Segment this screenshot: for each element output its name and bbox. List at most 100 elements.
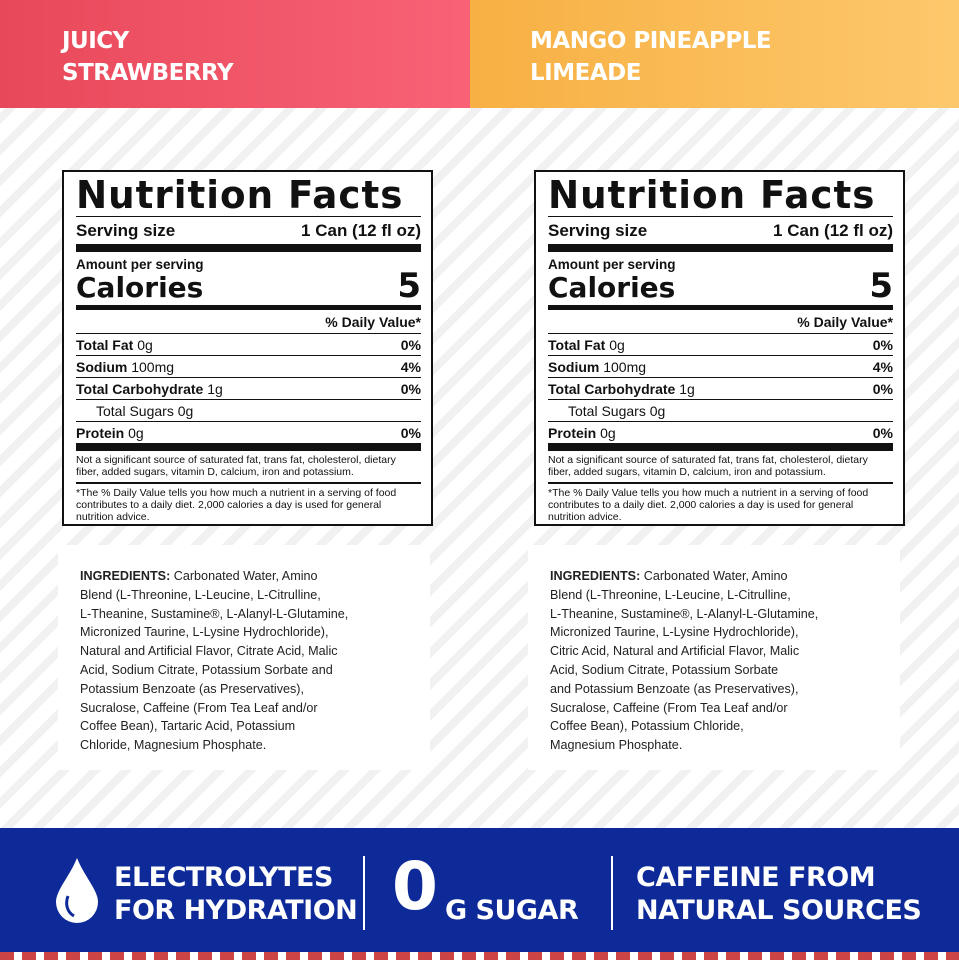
ingredients-panel: INGREDIENTS: Carbonated Water, Amino Blen…	[528, 545, 900, 770]
electrolytes-line1: ELECTROLYTES	[114, 862, 333, 893]
nutrient-dv: 4%	[872, 359, 893, 375]
nutrient-dv: 4%	[400, 359, 421, 375]
serving-size-row: Serving size 1 Can (12 fl oz)	[548, 217, 893, 244]
caffeine-line1: CAFFEINE FROM	[636, 862, 876, 893]
nutrient-dv: 0%	[872, 425, 893, 441]
flavor-header: JUICY STRAWBERRY	[0, 0, 480, 108]
ingredient-line: Magnesium Phosphate.	[550, 736, 878, 755]
nutrient-dv: 0%	[872, 381, 893, 397]
ingredient-line: Acid, Sodium Citrate, Potassium Sorbate …	[80, 661, 408, 680]
nutrient-dv: 0%	[872, 337, 893, 353]
ingredient-text: Natural and Artificial Flavor, Citrate A…	[80, 644, 338, 659]
ingredient-line: Sucralose, Caffeine (From Tea Leaf and/o…	[80, 699, 408, 718]
ingredient-text: Coffee Bean), Potassium Chloride,	[550, 719, 744, 734]
daily-value-footnote: *The % Daily Value tells you how much a …	[76, 487, 397, 523]
nutrient-amount: 100mg	[131, 359, 175, 375]
nutrient-name: Total Fat	[548, 337, 606, 353]
nutrient-row: Total Sugars 0g	[548, 399, 893, 421]
amount-per-serving: Amount per serving	[548, 257, 676, 272]
ingredient-text: Acid, Sodium Citrate, Potassium Sorbate	[550, 662, 779, 677]
calories-label: Calories	[548, 271, 676, 304]
ingredient-text: L-Theanine, Sustamine®, L-Alanyl-L-Gluta…	[550, 606, 819, 621]
serving-label: Serving size	[548, 221, 648, 240]
nutrient-name: Total Sugars	[568, 403, 646, 419]
nutrient-row: Total Sugars 0g	[76, 399, 421, 421]
ingredient-text: Blend (L-Threonine, L-Leucine, L-Citrull…	[80, 587, 321, 602]
nutrient-row: Protein 0g 0%	[76, 421, 421, 443]
ingredients-panel: INGREDIENTS: Carbonated Water, Amino Blen…	[58, 545, 430, 770]
ingredient-text: and Potassium Benzoate (as Preservatives…	[550, 681, 799, 696]
nutrient-amount: 100mg	[603, 359, 647, 375]
flavor-header: MANGO PINEAPPLE LIMEADE	[470, 0, 959, 108]
bottom-stripe	[0, 952, 959, 960]
features-band: ELECTROLYTES FOR HYDRATION 0 G SUGAR CAF…	[0, 828, 959, 952]
ingredient-line: Micronized Taurine, L-Lysine Hydrochlori…	[550, 623, 878, 642]
sugar-text: G SUGAR	[445, 895, 579, 926]
nutrition-note: Not a significant source of saturated fa…	[548, 454, 868, 478]
ingredient-text: Micronized Taurine, L-Lysine Hydrochlori…	[80, 625, 329, 640]
nutrient-amount: 0g	[609, 337, 625, 353]
nutrient-name: Protein	[76, 425, 125, 441]
nutrient-name: Total Sugars	[96, 403, 174, 419]
serving-size-row: Serving size 1 Can (12 fl oz)	[76, 217, 421, 244]
nutrient-row: Sodium 100mg 4%	[548, 355, 893, 377]
ingredient-text: Magnesium Phosphate.	[550, 738, 683, 753]
daily-value-footnote: *The % Daily Value tells you how much a …	[548, 487, 869, 523]
ingredient-line: Blend (L-Threonine, L-Leucine, L-Citrull…	[550, 586, 878, 605]
nutrition-facts-label: Nutrition Facts Serving size 1 Can (12 fl…	[534, 170, 905, 526]
ingredient-line: Potassium Benzoate (as Preservatives),	[80, 680, 408, 699]
ingredient-text: L-Theanine, Sustamine®, L-Alanyl-L-Gluta…	[80, 606, 349, 621]
ingredient-line: Citric Acid, Natural and Artificial Flav…	[550, 642, 878, 661]
ingredient-line: Coffee Bean), Potassium Chloride,	[550, 717, 878, 736]
ingredient-line: Natural and Artificial Flavor, Citrate A…	[80, 642, 408, 661]
calories-value: 5	[869, 266, 893, 306]
nutrient-name: Protein	[548, 425, 597, 441]
nutrient-amount: 0g	[177, 403, 194, 419]
nutrient-dv: 0%	[400, 381, 421, 397]
divider	[611, 856, 613, 930]
divider	[363, 856, 365, 930]
nutrient-amount: 0g	[600, 425, 616, 441]
ingredient-line: Micronized Taurine, L-Lysine Hydrochlori…	[80, 623, 408, 642]
nutrient-name: Total Fat	[76, 337, 134, 353]
nutrient-row: Protein 0g 0%	[548, 421, 893, 443]
ingredients-label: INGREDIENTS:	[550, 569, 641, 583]
flavor-name-line2: STRAWBERRY	[62, 60, 234, 86]
ingredient-line: Chloride, Magnesium Phosphate.	[80, 736, 408, 755]
flavor-name-line2: LIMEADE	[530, 60, 641, 86]
ingredient-text: Sucralose, Caffeine (From Tea Leaf and/o…	[550, 700, 788, 715]
nutrition-title: Nutrition Facts	[548, 173, 876, 217]
nutrient-row: Total Fat 0g 0%	[76, 333, 421, 355]
flavor-name-line1: MANGO PINEAPPLE	[530, 28, 772, 54]
flavor-name-line1: JUICY	[62, 28, 129, 54]
zero-number: 0	[392, 848, 438, 925]
ingredient-text: Blend (L-Threonine, L-Leucine, L-Citrull…	[550, 587, 791, 602]
amount-per-serving: Amount per serving	[76, 257, 204, 272]
nutrition-note: Not a significant source of saturated fa…	[76, 454, 396, 478]
nutrient-dv: 0%	[400, 425, 421, 441]
electrolytes-text: ELECTROLYTES FOR HYDRATION	[114, 861, 358, 927]
calories-value: 5	[397, 266, 421, 306]
nutrient-name: Sodium	[548, 359, 600, 375]
ingredient-line: INGREDIENTS: Carbonated Water, Amino	[80, 567, 408, 586]
nutrient-amount: 1g	[679, 381, 695, 397]
ingredient-text: Micronized Taurine, L-Lysine Hydrochlori…	[550, 625, 799, 640]
ingredient-text: Citric Acid, Natural and Artificial Flav…	[550, 644, 800, 659]
daily-value-header: % Daily Value*	[797, 314, 893, 330]
ingredient-line: L-Theanine, Sustamine®, L-Alanyl-L-Gluta…	[550, 605, 878, 624]
nutrient-name: Total Carbohydrate	[76, 381, 204, 397]
nutrient-row: Total Carbohydrate 1g 0%	[76, 377, 421, 399]
ingredient-line: Acid, Sodium Citrate, Potassium Sorbate	[550, 661, 878, 680]
ingredient-line: L-Theanine, Sustamine®, L-Alanyl-L-Gluta…	[80, 605, 408, 624]
nutrient-amount: 0g	[649, 403, 666, 419]
ingredient-text: Potassium Benzoate (as Preservatives),	[80, 681, 304, 696]
ingredient-text: Carbonated Water, Amino	[170, 569, 318, 583]
ingredient-text: Coffee Bean), Tartaric Acid, Potassium	[80, 719, 296, 734]
ingredient-text: Chloride, Magnesium Phosphate.	[80, 738, 267, 753]
caffeine-line2: NATURAL SOURCES	[636, 895, 922, 926]
ingredient-line: Coffee Bean), Tartaric Acid, Potassium	[80, 717, 408, 736]
nutrient-name: Sodium	[76, 359, 128, 375]
serving-value: 1 Can (12 fl oz)	[773, 221, 893, 240]
ingredient-line: Sucralose, Caffeine (From Tea Leaf and/o…	[550, 699, 878, 718]
nutrient-amount: 0g	[128, 425, 144, 441]
